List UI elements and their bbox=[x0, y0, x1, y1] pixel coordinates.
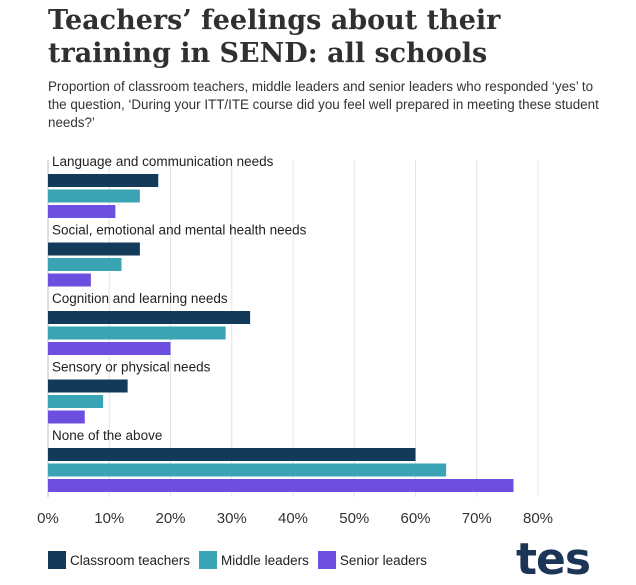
x-tick-label-70: 70% bbox=[462, 510, 492, 527]
tes-logo: tes bbox=[516, 534, 591, 585]
legend-item-senior-leaders: Senior leaders bbox=[317, 551, 427, 569]
x-tick-label-20: 20% bbox=[155, 510, 185, 527]
bar-4-1 bbox=[48, 463, 447, 477]
bar-4-2 bbox=[48, 479, 514, 492]
legend-label-senior-leaders: Senior leaders bbox=[339, 552, 427, 568]
bar-2-2 bbox=[48, 342, 171, 355]
bar-1-2 bbox=[48, 273, 91, 287]
bar-4-0 bbox=[48, 448, 416, 461]
legend-item-classroom-teachers: Classroom teachers bbox=[48, 551, 190, 569]
category-label-4: None of the above bbox=[52, 428, 162, 443]
x-tick-label-30: 30% bbox=[217, 510, 247, 527]
category-label-2: Cognition and learning needs bbox=[52, 291, 228, 306]
bar-chart: Language and communication needs Social, … bbox=[37, 154, 553, 527]
legend-item-middle-leaders: Middle leaders bbox=[199, 551, 309, 569]
chart-subtitle: Proportion of classroom teachers, middle… bbox=[48, 79, 599, 130]
category-label-3: Sensory or physical needs bbox=[52, 360, 211, 375]
bar-2-1 bbox=[48, 326, 226, 340]
x-tick-label-50: 50% bbox=[339, 510, 369, 527]
bar-0-2 bbox=[48, 205, 116, 218]
chart-title: Teachers’ feelings about their training … bbox=[48, 5, 501, 69]
bar-0-1 bbox=[48, 189, 140, 203]
bar-3-1 bbox=[48, 395, 104, 408]
category-label-0: Language and communication needs bbox=[52, 154, 274, 169]
legend-label-classroom-teachers: Classroom teachers bbox=[70, 552, 191, 568]
legend-swatch-classroom-teachers bbox=[48, 551, 66, 569]
bar-3-0 bbox=[48, 379, 128, 393]
legend-swatch-middle-leaders bbox=[199, 551, 218, 569]
bar-1-1 bbox=[48, 258, 122, 271]
x-tick-label-40: 40% bbox=[278, 510, 308, 527]
legend-label-middle-leaders: Middle leaders bbox=[221, 552, 309, 568]
bar-2-0 bbox=[48, 311, 251, 324]
legend-swatch-senior-leaders bbox=[317, 551, 336, 569]
bar-0-0 bbox=[48, 174, 159, 187]
x-tick-label-10: 10% bbox=[94, 510, 124, 527]
chart-legend: Classroom teachers Middle leaders Senior… bbox=[48, 551, 436, 569]
x-tick-label-60: 60% bbox=[400, 510, 430, 527]
bar-3-2 bbox=[48, 410, 85, 424]
x-tick-label-0: 0% bbox=[37, 510, 59, 527]
bar-1-0 bbox=[48, 242, 140, 256]
x-tick-label-80: 80% bbox=[523, 510, 553, 527]
category-label-1: Social, emotional and mental health need… bbox=[52, 223, 307, 238]
